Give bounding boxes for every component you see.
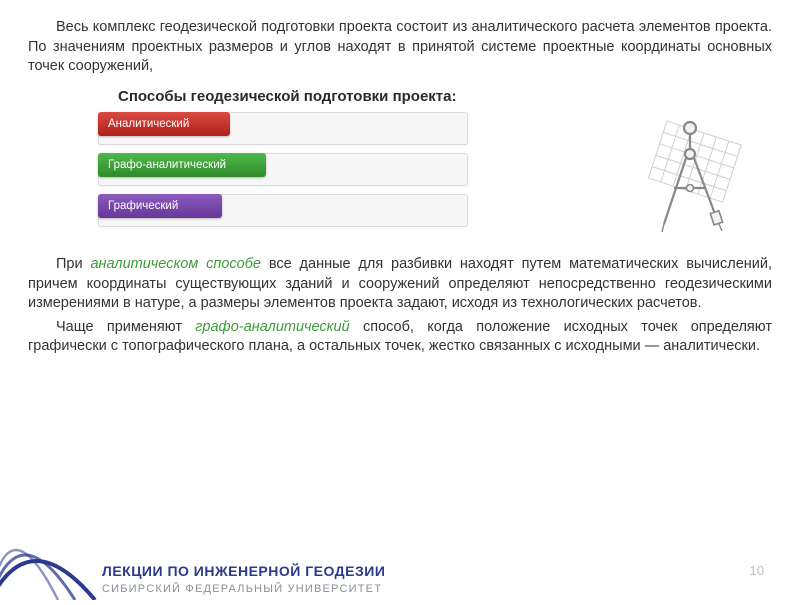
grapho-paragraph: Чаще применяют графо-аналитический спосо… [28,318,772,357]
analytical-term: аналитическом способе [90,256,261,272]
method-label: Аналитический [108,118,189,130]
footer-lectures-text: ЛЕКЦИИ ПО ИНЖЕНЕРНОЙ ГЕОДЕЗИИ [102,562,385,579]
method-tab-grapho-analytical: Графо-аналитический [98,153,266,177]
grapho-term: графо-аналитический [195,319,349,335]
slide-content: Весь комплекс геодезической подготовки п… [0,0,800,357]
analytical-before: При [56,256,90,272]
method-tab-analytical: Аналитический [98,112,230,136]
page-number: 10 [750,563,764,578]
analytical-paragraph-block: При аналитическом способе все данные для… [28,255,772,357]
footer: ЛЕКЦИИ ПО ИНЖЕНЕРНОЙ ГЕОДЕЗИИ СИБИРСКИЙ … [0,542,800,600]
method-label: Графический [108,200,178,212]
methods-list: Аналитический Графо-аналитический Графич… [98,112,468,235]
methods-wrapper: Аналитический Графо-аналитический Графич… [28,112,772,241]
grapho-before: Чаще применяют [56,319,195,335]
intro-paragraph: Весь комплекс геодезической подготовки п… [28,18,772,77]
method-row-graphical: Графический [98,194,468,227]
footer-university-text: СИБИРСКИЙ ФЕДЕРАЛЬНЫЙ УНИВЕРСИТЕТ [102,582,382,595]
analytical-paragraph: При аналитическом способе все данные для… [28,255,772,314]
method-tab-graphical: Графический [98,194,222,218]
method-row-grapho-analytical: Графо-аналитический [98,153,468,186]
compass-illustration [612,112,762,241]
section-title: Способы геодезической подготовки проекта… [118,87,772,107]
footer-graphic: ЛЕКЦИИ ПО ИНЖЕНЕРНОЙ ГЕОДЕЗИИ СИБИРСКИЙ … [0,542,800,600]
method-label: Графо-аналитический [108,159,226,171]
compass-icon [612,116,762,236]
method-row-analytical: Аналитический [98,112,468,145]
